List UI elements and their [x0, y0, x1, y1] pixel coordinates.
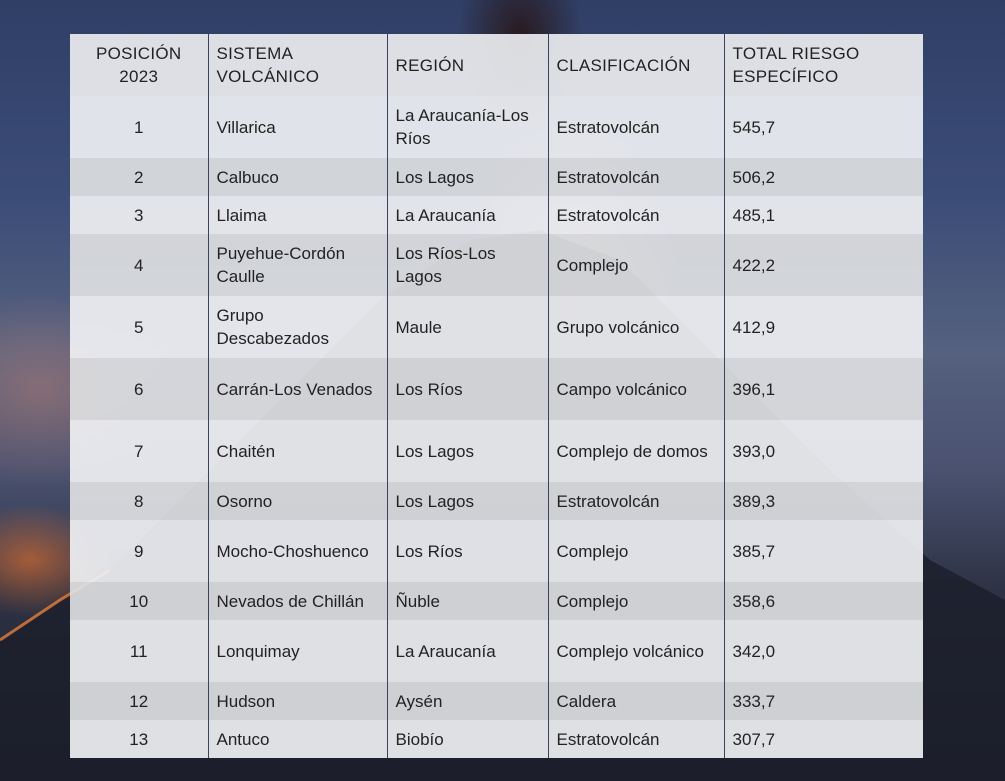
- cell-total-risk: 342,0: [723, 620, 923, 682]
- cell-classification: Caldera: [547, 682, 724, 720]
- header-classification: CLASIFICACIÓN: [547, 34, 724, 96]
- cell-total-risk: 389,3: [723, 482, 923, 520]
- cell-total-risk: 393,0: [723, 420, 923, 482]
- cell-volcanic-system: Llaima: [207, 196, 387, 234]
- cell-region: Los Ríos: [386, 520, 548, 582]
- cell-volcanic-system: Calbuco: [207, 158, 387, 196]
- cell-classification: Estratovolcán: [547, 196, 724, 234]
- cell-region: La Araucanía: [386, 620, 548, 682]
- cell-classification: Estratovolcán: [547, 720, 724, 758]
- table-row: 1 Villarica La Araucanía-Los Ríos Estrat…: [70, 96, 923, 158]
- cell-classification: Estratovolcán: [547, 482, 724, 520]
- volcano-risk-table: POSICIÓN 2023 SISTEMA VOLCÁNICO REGIÓN C…: [70, 34, 923, 758]
- cell-volcanic-system: Lonquimay: [207, 620, 387, 682]
- header-position: POSICIÓN 2023: [70, 34, 208, 96]
- cell-position: 9: [70, 520, 208, 582]
- cell-position: 4: [70, 234, 208, 296]
- cell-region: Aysén: [386, 682, 548, 720]
- cell-position: 1: [70, 96, 208, 158]
- cell-total-risk: 307,7: [723, 720, 923, 758]
- cell-volcanic-system: Villarica: [207, 96, 387, 158]
- cell-position: 7: [70, 420, 208, 482]
- cell-position: 5: [70, 296, 208, 358]
- cell-position: 12: [70, 682, 208, 720]
- cell-position: 10: [70, 582, 208, 620]
- table-row: 11 Lonquimay La Araucanía Complejo volcá…: [70, 620, 923, 682]
- table-row: 9 Mocho-Choshuenco Los Ríos Complejo 385…: [70, 520, 923, 582]
- cell-total-risk: 396,1: [723, 358, 923, 420]
- table-row: 10 Nevados de Chillán Ñuble Complejo 358…: [70, 582, 923, 620]
- cell-classification: Complejo volcánico: [547, 620, 724, 682]
- cell-total-risk: 358,6: [723, 582, 923, 620]
- cell-total-risk: 422,2: [723, 234, 923, 296]
- cell-region: Los Ríos-Los Lagos: [386, 234, 548, 296]
- cell-classification: Complejo: [547, 520, 724, 582]
- cell-region: Ñuble: [386, 582, 548, 620]
- table-row: 4 Puyehue-Cordón Caulle Los Ríos-Los Lag…: [70, 234, 923, 296]
- cell-total-risk: 385,7: [723, 520, 923, 582]
- table-header-row: POSICIÓN 2023 SISTEMA VOLCÁNICO REGIÓN C…: [70, 34, 923, 96]
- cell-region: Maule: [386, 296, 548, 358]
- header-region: REGIÓN: [386, 34, 548, 96]
- table-row: 3 Llaima La Araucanía Estratovolcán 485,…: [70, 196, 923, 234]
- cell-region: La Araucanía-Los Ríos: [386, 96, 548, 158]
- cell-volcanic-system: Chaitén: [207, 420, 387, 482]
- cell-region: Los Lagos: [386, 158, 548, 196]
- cell-volcanic-system: Carrán-Los Venados: [207, 358, 387, 420]
- table-row: 5 Grupo Descabezados Maule Grupo volcáni…: [70, 296, 923, 358]
- cell-position: 11: [70, 620, 208, 682]
- header-volcanic-system: SISTEMA VOLCÁNICO: [207, 34, 387, 96]
- cell-total-risk: 545,7: [723, 96, 923, 158]
- cell-volcanic-system: Grupo Descabezados: [207, 296, 387, 358]
- cell-classification: Grupo volcánico: [547, 296, 724, 358]
- cell-volcanic-system: Osorno: [207, 482, 387, 520]
- cell-volcanic-system: Mocho-Choshuenco: [207, 520, 387, 582]
- cell-total-risk: 506,2: [723, 158, 923, 196]
- cell-position: 6: [70, 358, 208, 420]
- cell-region: Biobío: [386, 720, 548, 758]
- table-row: 2 Calbuco Los Lagos Estratovolcán 506,2: [70, 158, 923, 196]
- table-row: 8 Osorno Los Lagos Estratovolcán 389,3: [70, 482, 923, 520]
- table-row: 12 Hudson Aysén Caldera 333,7: [70, 682, 923, 720]
- cell-classification: Complejo: [547, 234, 724, 296]
- cell-region: Los Lagos: [386, 420, 548, 482]
- cell-total-risk: 412,9: [723, 296, 923, 358]
- table-row: 6 Carrán-Los Venados Los Ríos Campo volc…: [70, 358, 923, 420]
- cell-region: La Araucanía: [386, 196, 548, 234]
- cell-position: 13: [70, 720, 208, 758]
- cell-classification: Complejo de domos: [547, 420, 724, 482]
- cell-classification: Campo volcánico: [547, 358, 724, 420]
- cell-volcanic-system: Hudson: [207, 682, 387, 720]
- cell-classification: Complejo: [547, 582, 724, 620]
- cell-classification: Estratovolcán: [547, 96, 724, 158]
- cell-total-risk: 485,1: [723, 196, 923, 234]
- cell-position: 8: [70, 482, 208, 520]
- header-total-risk: TOTAL RIESGO ESPECÍFICO: [723, 34, 923, 96]
- cell-region: Los Ríos: [386, 358, 548, 420]
- cell-total-risk: 333,7: [723, 682, 923, 720]
- cell-volcanic-system: Antuco: [207, 720, 387, 758]
- cell-position: 2: [70, 158, 208, 196]
- volcano-risk-table-container: POSICIÓN 2023 SISTEMA VOLCÁNICO REGIÓN C…: [70, 34, 923, 758]
- table-row: 7 Chaitén Los Lagos Complejo de domos 39…: [70, 420, 923, 482]
- cell-volcanic-system: Nevados de Chillán: [207, 582, 387, 620]
- cell-volcanic-system: Puyehue-Cordón Caulle: [207, 234, 387, 296]
- cell-classification: Estratovolcán: [547, 158, 724, 196]
- cell-position: 3: [70, 196, 208, 234]
- table-row: 13 Antuco Biobío Estratovolcán 307,7: [70, 720, 923, 758]
- cell-region: Los Lagos: [386, 482, 548, 520]
